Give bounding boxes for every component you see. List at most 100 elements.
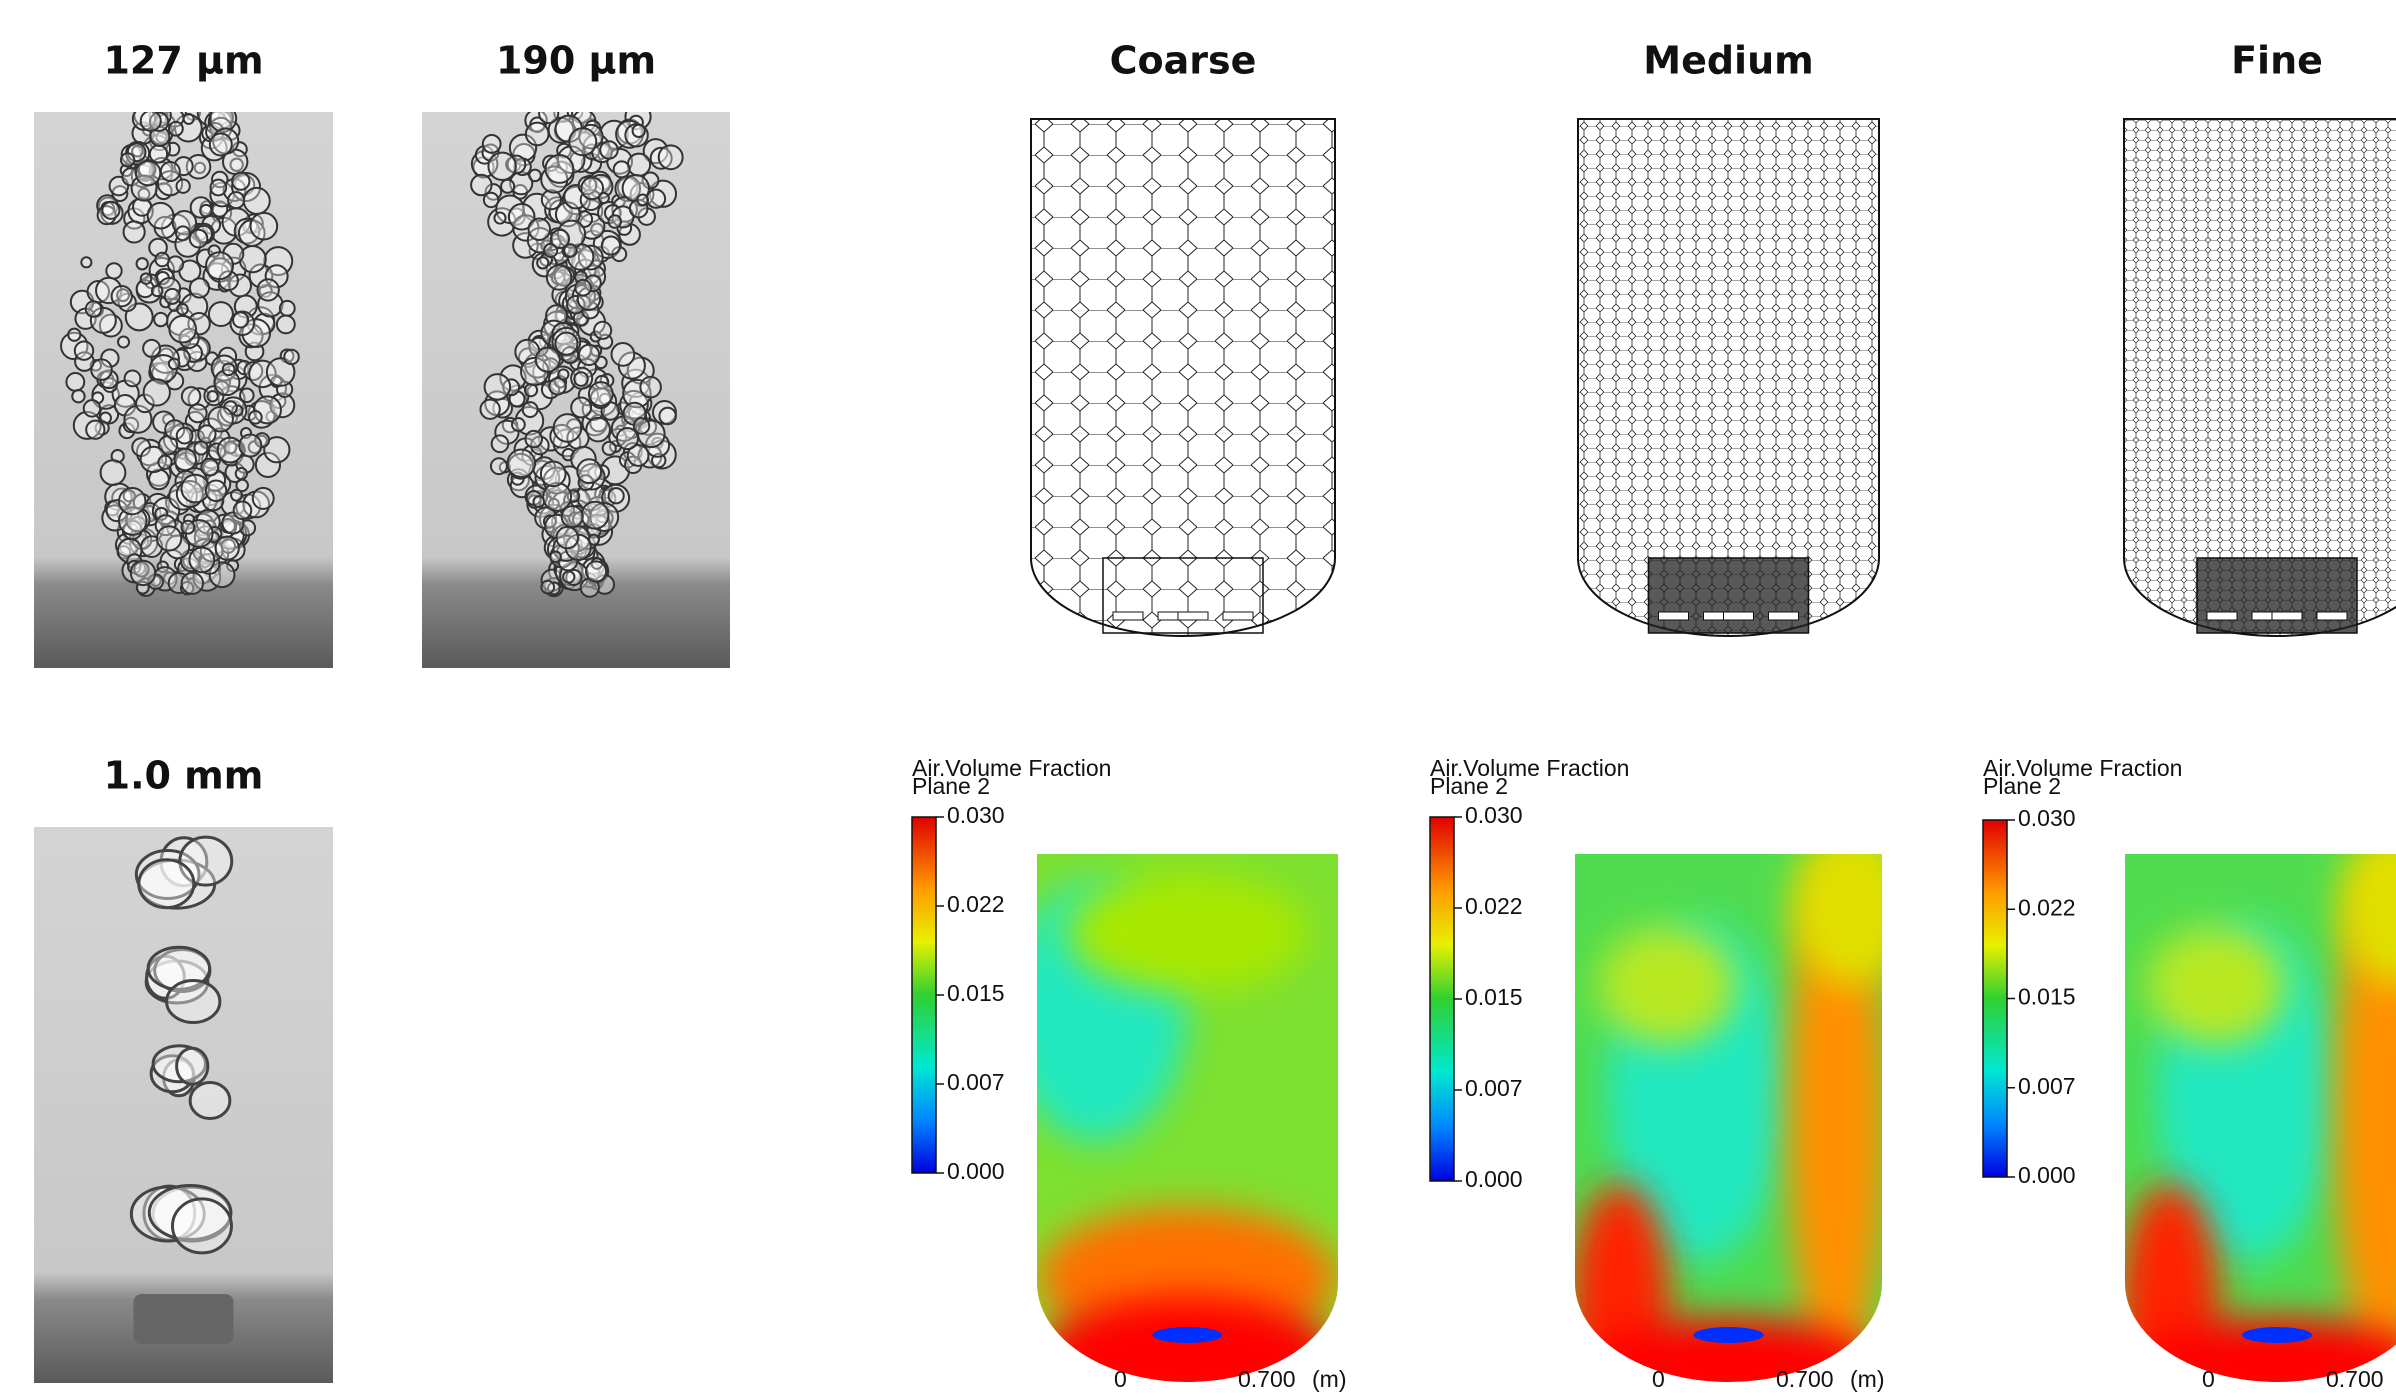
contour-patch — [1792, 826, 1912, 986]
bubble — [526, 123, 549, 146]
colorbar-label: 0.030 — [2018, 805, 2076, 831]
scale-label: 0 — [1114, 1366, 1127, 1392]
colorbar — [912, 817, 936, 1173]
bubble — [569, 128, 596, 155]
bubble — [251, 213, 278, 240]
bubble — [562, 506, 583, 527]
bubble — [483, 135, 501, 153]
contour — [1534, 813, 1923, 1397]
contour — [996, 813, 1379, 1397]
bubble — [257, 279, 278, 300]
bubble — [555, 333, 577, 355]
bubble — [157, 526, 181, 550]
colorbar-label: 0.030 — [947, 802, 1005, 828]
bubble — [181, 475, 209, 503]
bubble — [210, 134, 232, 156]
bubble — [106, 263, 121, 278]
bubble — [508, 450, 536, 478]
bubble — [190, 1082, 230, 1118]
bubble — [536, 348, 560, 372]
bubble — [480, 400, 499, 419]
bubble — [488, 153, 515, 180]
photo — [34, 100, 333, 668]
bubble — [141, 273, 152, 284]
bubble — [167, 981, 220, 1023]
mesh-refined — [1649, 558, 1809, 633]
bubble — [612, 343, 635, 366]
bubble — [152, 286, 163, 297]
bubble — [240, 389, 253, 402]
bubble — [102, 202, 119, 219]
bubble — [207, 391, 217, 401]
bubble — [200, 205, 212, 217]
scale-label: 0 — [1652, 1366, 1665, 1392]
bubble — [236, 468, 247, 479]
bubble — [137, 258, 148, 269]
bubble — [169, 316, 196, 343]
colorbar-label: 0.007 — [947, 1069, 1005, 1095]
bubble — [600, 141, 617, 158]
scale-label: (m) — [1312, 1366, 1346, 1392]
bubble — [177, 304, 188, 315]
bubble — [81, 257, 91, 267]
bubble — [223, 363, 235, 375]
inlet — [2272, 612, 2302, 620]
bubble — [249, 411, 262, 424]
bubble — [571, 398, 591, 418]
bubble — [184, 114, 194, 124]
bubble — [154, 313, 167, 326]
bubble — [602, 236, 620, 254]
bubble — [155, 253, 169, 267]
bubble — [174, 449, 196, 471]
legend-subtitle: Plane 2 — [912, 773, 990, 799]
bubble — [210, 180, 226, 196]
colorbar — [1430, 817, 1454, 1181]
bubble — [176, 226, 190, 240]
bubble — [158, 456, 171, 469]
inlet — [2207, 612, 2237, 620]
bubble — [277, 315, 295, 333]
bubble — [586, 418, 610, 442]
bubble — [547, 265, 571, 289]
mesh-label: Medium — [1643, 39, 1813, 83]
bubble — [280, 301, 295, 316]
scale-label: 0 — [2202, 1366, 2215, 1392]
colorbar-label: 0.015 — [947, 980, 1005, 1006]
bubble — [537, 257, 548, 268]
bubble — [586, 561, 606, 581]
mesh-refined — [2197, 558, 2357, 633]
contour — [2084, 813, 2396, 1397]
bubble — [640, 377, 661, 398]
bubble — [119, 488, 145, 514]
mesh-label: Fine — [2231, 39, 2323, 83]
bubble — [143, 340, 160, 357]
colorbar-label: 0.000 — [947, 1158, 1005, 1184]
bubble — [545, 155, 573, 183]
contour-patch — [2146, 926, 2286, 1046]
bubble — [176, 180, 189, 193]
bubble — [161, 162, 180, 181]
bubble — [177, 1048, 208, 1084]
bubble — [634, 418, 649, 433]
bubble — [75, 341, 93, 359]
bubble — [231, 490, 242, 501]
bubble — [177, 428, 193, 444]
inlet — [1724, 612, 1754, 620]
bubble — [131, 561, 155, 585]
photo — [34, 827, 333, 1383]
bubble — [121, 153, 134, 166]
scale-label: (m) — [1850, 1366, 1884, 1392]
bubble — [148, 203, 174, 229]
bubble — [603, 442, 616, 455]
bubble — [541, 462, 566, 487]
bubble — [198, 425, 215, 442]
colorbar-label: 0.022 — [2018, 894, 2076, 920]
bubble — [181, 521, 194, 534]
colorbar-label: 0.000 — [2018, 1162, 2076, 1188]
bubble — [72, 390, 84, 402]
bubble — [551, 230, 569, 248]
bubble — [589, 382, 613, 406]
inlet-jet — [1694, 1327, 1764, 1343]
bubble — [189, 404, 207, 422]
bubble — [512, 418, 525, 431]
